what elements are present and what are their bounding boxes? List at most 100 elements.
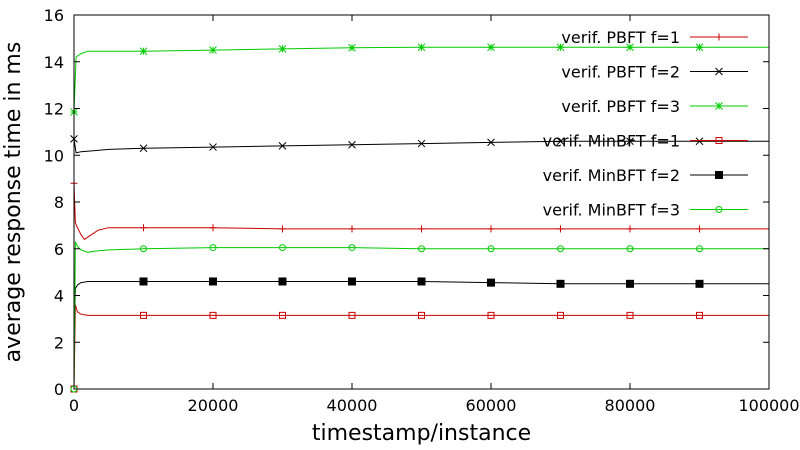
series-point bbox=[696, 311, 703, 319]
series-point bbox=[140, 245, 147, 253]
series-point bbox=[348, 277, 356, 286]
series-point bbox=[348, 244, 356, 252]
legend-entry: verif. PBFT f=2 bbox=[561, 63, 748, 82]
series-point bbox=[556, 137, 565, 146]
series-point bbox=[557, 311, 564, 319]
series-point bbox=[348, 225, 356, 233]
x-tick-label: 80000 bbox=[605, 396, 656, 415]
legend-label: verif. PBFT f=3 bbox=[561, 97, 680, 116]
series-point bbox=[557, 245, 564, 253]
series-point bbox=[140, 224, 147, 232]
series-point bbox=[279, 244, 286, 252]
series-point bbox=[487, 138, 495, 147]
series-point bbox=[487, 245, 495, 253]
legend-entry: verif. MinBFT f=1 bbox=[543, 132, 748, 151]
series-point bbox=[487, 278, 495, 287]
series-point bbox=[209, 224, 217, 232]
legend-swatch-marker bbox=[715, 67, 723, 76]
y-tick-label: 8 bbox=[54, 193, 64, 212]
series-point bbox=[209, 143, 217, 151]
series-point bbox=[556, 279, 565, 288]
legend-swatch-marker bbox=[715, 137, 723, 144]
y-tick-label: 0 bbox=[54, 380, 64, 399]
series-point bbox=[696, 245, 703, 253]
y-tick-label: 4 bbox=[54, 287, 64, 306]
y-tick-label: 6 bbox=[54, 240, 64, 259]
series-point bbox=[279, 311, 286, 319]
series-point bbox=[139, 144, 148, 153]
series-point bbox=[695, 137, 704, 146]
legend-label: verif. MinBFT f=3 bbox=[543, 201, 680, 220]
series-point bbox=[487, 43, 495, 52]
legend-entry: verif. PBFT f=1 bbox=[561, 28, 748, 47]
series-4 bbox=[70, 304, 769, 393]
legend-swatch-marker bbox=[715, 171, 723, 179]
series-point bbox=[417, 43, 426, 52]
legend-label: verif. PBFT f=1 bbox=[561, 28, 680, 47]
series-point bbox=[139, 47, 148, 56]
series-point bbox=[695, 43, 704, 52]
series-5 bbox=[73, 277, 769, 338]
series-point bbox=[348, 140, 356, 149]
series-point bbox=[487, 225, 495, 233]
x-tick-label: 40000 bbox=[327, 396, 378, 415]
y-tick-label: 12 bbox=[44, 100, 64, 119]
series-point bbox=[140, 311, 147, 319]
series-line bbox=[73, 281, 769, 338]
series-point bbox=[626, 279, 634, 288]
series-point bbox=[626, 137, 634, 146]
series-point bbox=[209, 244, 217, 252]
series-point bbox=[626, 311, 634, 319]
y-tick-label: 10 bbox=[44, 146, 64, 165]
series-line bbox=[73, 304, 769, 390]
y-tick-label: 16 bbox=[44, 6, 64, 25]
series-3 bbox=[70, 43, 769, 116]
series-point bbox=[417, 139, 426, 148]
series-point bbox=[279, 225, 286, 233]
legend-entry: verif. PBFT f=3 bbox=[561, 97, 748, 116]
series-point bbox=[418, 311, 425, 319]
series-line bbox=[73, 46, 769, 113]
legend-swatch-marker bbox=[715, 33, 723, 41]
legend-label: verif. PBFT f=2 bbox=[561, 63, 680, 82]
series-point bbox=[278, 45, 287, 53]
series-point bbox=[556, 43, 565, 52]
series-point bbox=[418, 225, 425, 233]
series-point bbox=[695, 279, 704, 288]
series-point bbox=[348, 311, 356, 319]
series-point bbox=[557, 225, 564, 233]
y-tick-label: 14 bbox=[44, 53, 64, 72]
series-1 bbox=[70, 179, 769, 241]
series-point bbox=[417, 277, 426, 286]
x-tick-label: 100000 bbox=[738, 396, 799, 415]
legend-label: verif. MinBFT f=2 bbox=[543, 166, 680, 185]
series-point bbox=[209, 311, 217, 319]
series-point bbox=[278, 142, 287, 150]
series-line bbox=[73, 183, 769, 241]
series-2 bbox=[70, 135, 769, 154]
series-point bbox=[209, 46, 217, 54]
series-point bbox=[348, 43, 356, 52]
x-axis-title: timestamp/instance bbox=[312, 421, 531, 446]
legend: verif. PBFT f=1 verif. PBFT f=2 verif. PBF… bbox=[543, 28, 748, 220]
y-axis: 0 2 4 6 8 10 12 14 16 bbox=[44, 6, 769, 399]
y-tick-label: 2 bbox=[54, 333, 64, 352]
series-point bbox=[696, 225, 703, 233]
x-axis: 0 20000 40000 60000 80000 100000 bbox=[69, 15, 800, 415]
series-point bbox=[626, 245, 634, 253]
x-tick-label: 60000 bbox=[466, 396, 517, 415]
series-point bbox=[418, 245, 425, 253]
series-point bbox=[626, 225, 634, 233]
legend-swatch-marker bbox=[715, 102, 723, 110]
series-point bbox=[626, 43, 634, 52]
legend-label: verif. MinBFT f=1 bbox=[543, 132, 680, 151]
series-point bbox=[209, 277, 217, 286]
y-axis-title: average response time in ms bbox=[1, 42, 26, 363]
legend-swatch-marker bbox=[715, 206, 723, 213]
series-layer bbox=[70, 43, 769, 393]
legend-entry: verif. MinBFT f=3 bbox=[543, 201, 748, 220]
x-tick-label: 20000 bbox=[188, 396, 239, 415]
series-point bbox=[139, 277, 148, 286]
legend-entry: verif. MinBFT f=2 bbox=[543, 166, 748, 185]
